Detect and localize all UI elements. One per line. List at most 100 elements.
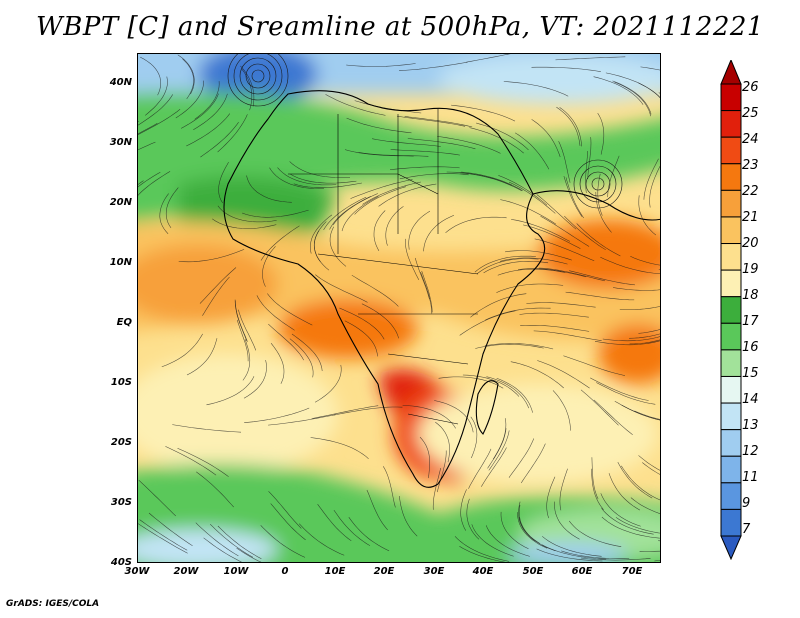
streamline: [291, 333, 323, 372]
lon-label-20w: 20W: [173, 566, 199, 577]
indian-ocean-orange: [598, 324, 660, 384]
streamline: [520, 325, 590, 332]
streamline: [399, 173, 469, 180]
south-light-blue: [138, 529, 278, 562]
streamline: [358, 152, 429, 157]
streamline: [500, 511, 529, 550]
streamline: [210, 524, 254, 558]
streamline: [366, 489, 388, 531]
colorbar-label-13: 13: [742, 418, 759, 433]
streamline: [630, 497, 660, 514]
streamline: [268, 491, 302, 529]
streamline: [484, 343, 554, 350]
streamline: [538, 267, 606, 282]
streamline: [361, 303, 399, 339]
streamline: [451, 104, 516, 122]
streamline: [481, 447, 507, 487]
streamline: [138, 123, 158, 135]
streamline: [580, 557, 651, 561]
streamline: [518, 505, 541, 544]
colorbar-segment: [720, 189, 742, 218]
coastlines: [223, 90, 660, 488]
streamline: [596, 382, 656, 405]
streamline: [576, 223, 621, 257]
colorbar-top-arrow: [720, 60, 742, 85]
colorbar-segment: [720, 508, 742, 537]
streamline: [466, 498, 480, 540]
streamline: [138, 171, 161, 188]
streamline: [517, 268, 586, 278]
streamline: [601, 516, 660, 539]
colorbar-segment: [720, 269, 742, 298]
lat-label-10s: 10S: [110, 377, 132, 388]
streamline: [289, 338, 314, 378]
streamline: [471, 524, 514, 557]
streamline: [615, 517, 660, 534]
streamline: [496, 378, 533, 413]
circulation-ring: [579, 165, 617, 203]
streamline: [649, 166, 660, 208]
streamline: [405, 238, 420, 281]
colorbar-label-19: 19: [742, 262, 759, 277]
streamline: [587, 137, 592, 180]
streamline: [503, 81, 569, 97]
streamline: [351, 274, 399, 307]
streamline: [454, 536, 510, 562]
streamline: [138, 94, 174, 126]
streamline: [354, 186, 406, 215]
streamline: [186, 338, 218, 376]
colorbar-segment: [720, 402, 742, 431]
streamline: [348, 517, 390, 552]
lon-label-10e: 10E: [324, 566, 346, 577]
colorbar-segment: [720, 83, 742, 112]
country-border: [387, 353, 469, 365]
streamline: [404, 116, 473, 128]
country-borders: [288, 109, 479, 425]
streamline: [643, 158, 659, 200]
lat-label-40s: 40S: [110, 557, 132, 568]
streamline: [585, 150, 588, 194]
streamline: [508, 181, 556, 214]
streamline: [459, 310, 516, 336]
streamline: [415, 257, 430, 300]
streamline: [559, 107, 582, 147]
streamline: [138, 171, 171, 196]
streamline: [561, 550, 630, 559]
streamline: [362, 181, 421, 205]
streamline: [423, 215, 455, 252]
colorbar-segment: [720, 296, 742, 324]
streamline: [372, 138, 441, 147]
circulation-ring: [251, 69, 265, 83]
streamline: [350, 179, 413, 199]
colorbar-segment: [720, 136, 742, 165]
colorbar-label-23: 23: [742, 158, 759, 173]
streamline: [289, 161, 351, 178]
streamline: [486, 376, 530, 409]
streamline: [260, 525, 306, 558]
streamline: [638, 329, 660, 334]
streamline: [420, 272, 433, 314]
streamline: [612, 80, 652, 115]
streamline: [193, 93, 228, 130]
streamline: [531, 119, 561, 158]
streamline: [498, 175, 548, 206]
streamline: [341, 196, 379, 232]
streamline: [311, 405, 379, 419]
streamline: [541, 544, 607, 560]
streamline: [218, 161, 229, 204]
map-panel: [137, 53, 661, 563]
streamline: [485, 525, 530, 557]
streamline: [203, 537, 242, 562]
streamline: [497, 268, 566, 276]
colorbar-label-15: 15: [742, 366, 759, 381]
colorbar-segment: [720, 216, 742, 245]
colorbar-label-20: 20: [742, 236, 759, 251]
streamline: [437, 136, 501, 154]
colorbar-label-14: 14: [742, 392, 759, 407]
colorbar-label-7: 7: [742, 522, 751, 537]
lon-label-10w: 10W: [223, 566, 249, 577]
streamline: [200, 122, 239, 158]
streamline: [580, 389, 619, 426]
streamline: [344, 320, 378, 357]
colorbar-label-26: 26: [742, 80, 759, 95]
